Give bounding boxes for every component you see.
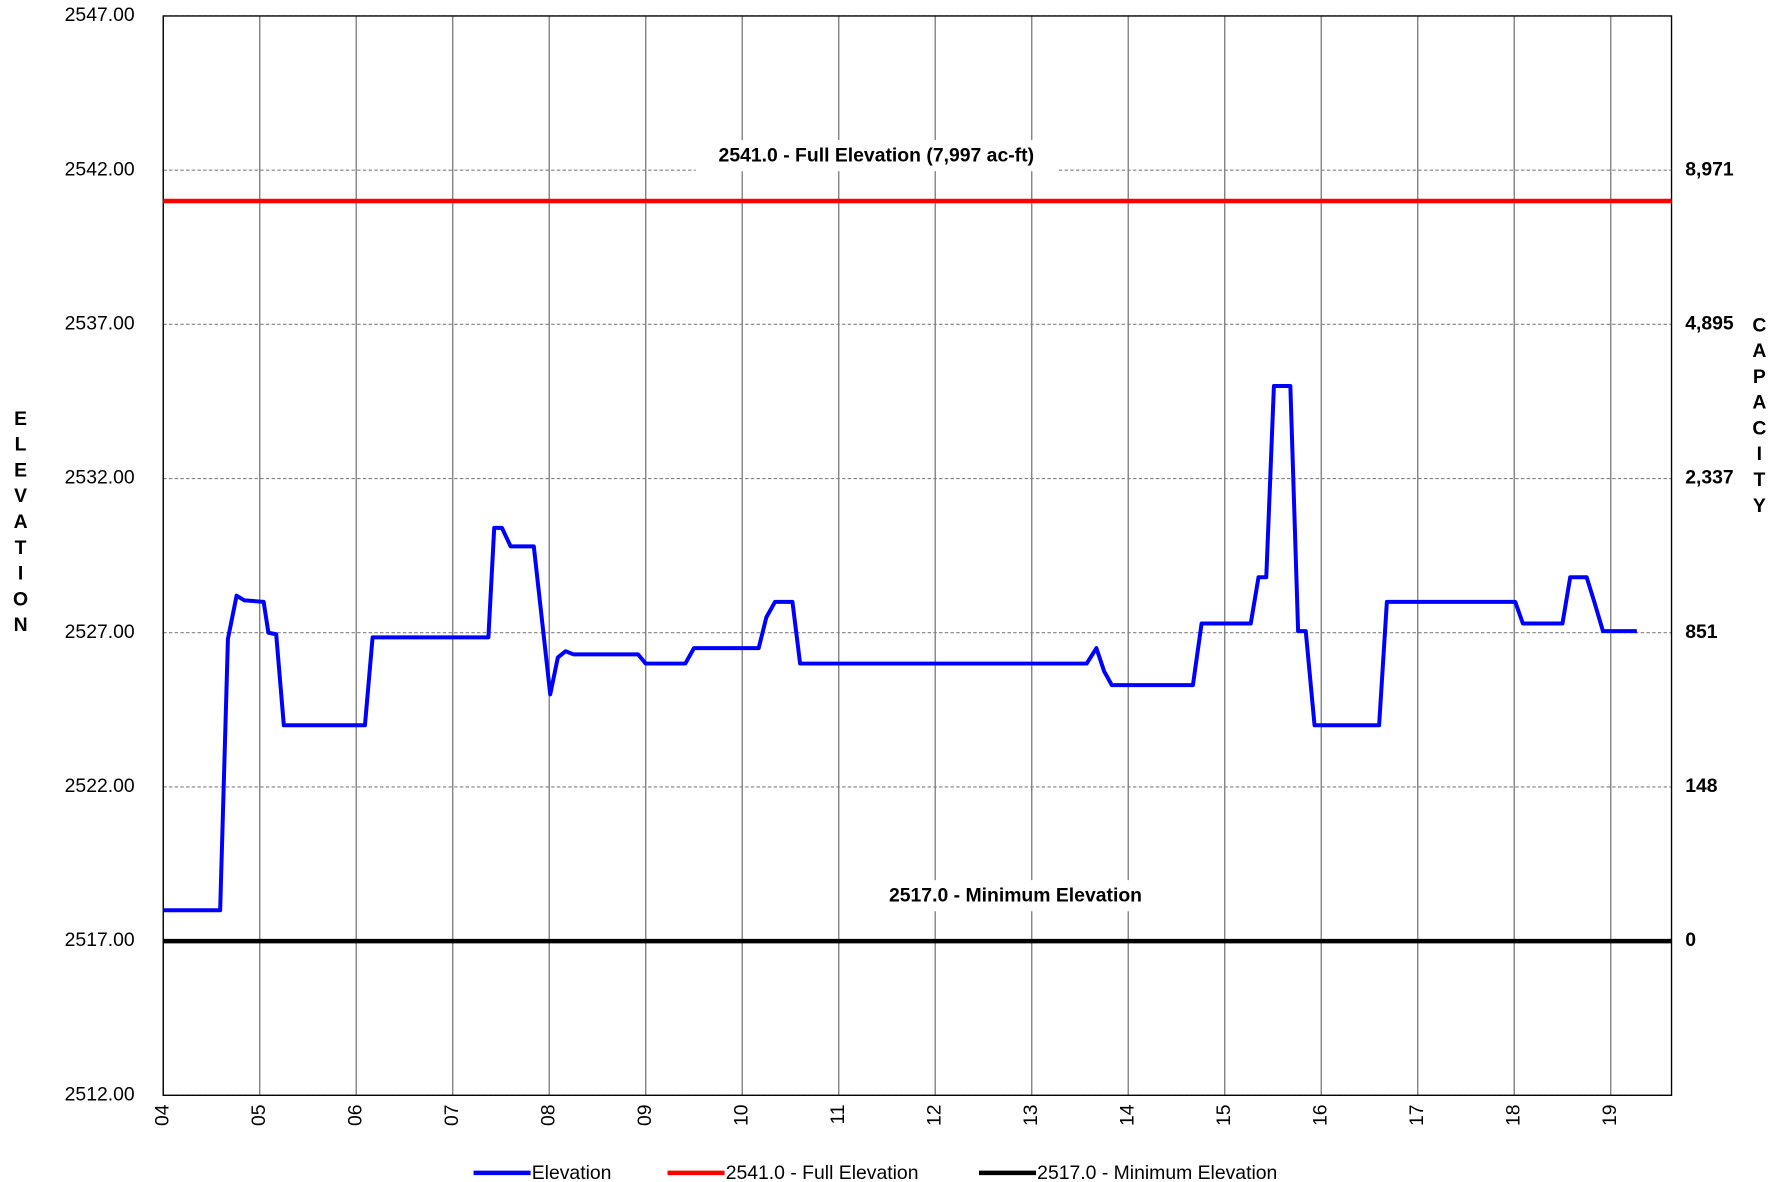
y-tick-label: 2537.00 [65, 312, 135, 334]
x-tick-label: 17 [1406, 1104, 1428, 1126]
y2-tick-label: 148 [1685, 775, 1718, 797]
y-tick-label: 2512.00 [65, 1083, 135, 1105]
x-tick-label: 09 [634, 1104, 656, 1126]
legend-label: Elevation [532, 1162, 612, 1182]
x-tick-label: 14 [1116, 1104, 1138, 1126]
y-tick-label: 2517.00 [65, 929, 135, 951]
annotation-background [695, 140, 1057, 172]
x-tick-label: 07 [441, 1104, 463, 1126]
annotation: 2541.0 - Full Elevation (7,997 ac-ft) [719, 145, 1035, 167]
x-tick-label: 15 [1213, 1104, 1235, 1126]
legend-label: 2517.0 - Minimum Elevation [1037, 1162, 1277, 1182]
annotation-background [866, 880, 1165, 912]
x-tick-label: 19 [1599, 1104, 1621, 1126]
y2-tick-label: 4,895 [1685, 312, 1734, 334]
series-line [163, 383, 1637, 913]
x-tick-label: 13 [1020, 1104, 1042, 1126]
grid [162, 15, 1673, 1096]
plot-frame [162, 15, 1673, 1096]
x-tick-label: 12 [923, 1104, 945, 1126]
legend-label: 2541.0 - Full Elevation [726, 1162, 919, 1182]
y2-tick-label: 2,337 [1685, 467, 1734, 489]
marks [163, 198, 1672, 944]
x-tick-label: 10 [730, 1104, 752, 1126]
y-tick-label: 2547.00 [65, 4, 135, 26]
x-tick-label: 11 [827, 1104, 849, 1124]
y-tick-label: 2542.00 [65, 158, 135, 180]
x-tick-label: 16 [1309, 1104, 1331, 1126]
y-tick-label: 2527.00 [65, 621, 135, 643]
annotation: 2517.0 - Minimum Elevation [889, 885, 1142, 907]
x-tick-label: 04 [151, 1104, 173, 1126]
x-tick-label: 08 [537, 1104, 559, 1126]
y2-tick-label: 8,971 [1685, 158, 1734, 180]
x-tick-label: 18 [1502, 1104, 1524, 1126]
labels: 2512.00 2517.00 2522.00 2527.00 2532.00 2537.… [13, 4, 1766, 1182]
x-tick-label: 06 [344, 1104, 366, 1126]
y2-tick-label: 0 [1685, 929, 1696, 951]
y-tick-label: 2522.00 [65, 775, 135, 797]
x-tick-label: 05 [248, 1104, 270, 1126]
y2-tick-label: 851 [1685, 621, 1718, 643]
y-tick-label: 2532.00 [65, 467, 135, 489]
